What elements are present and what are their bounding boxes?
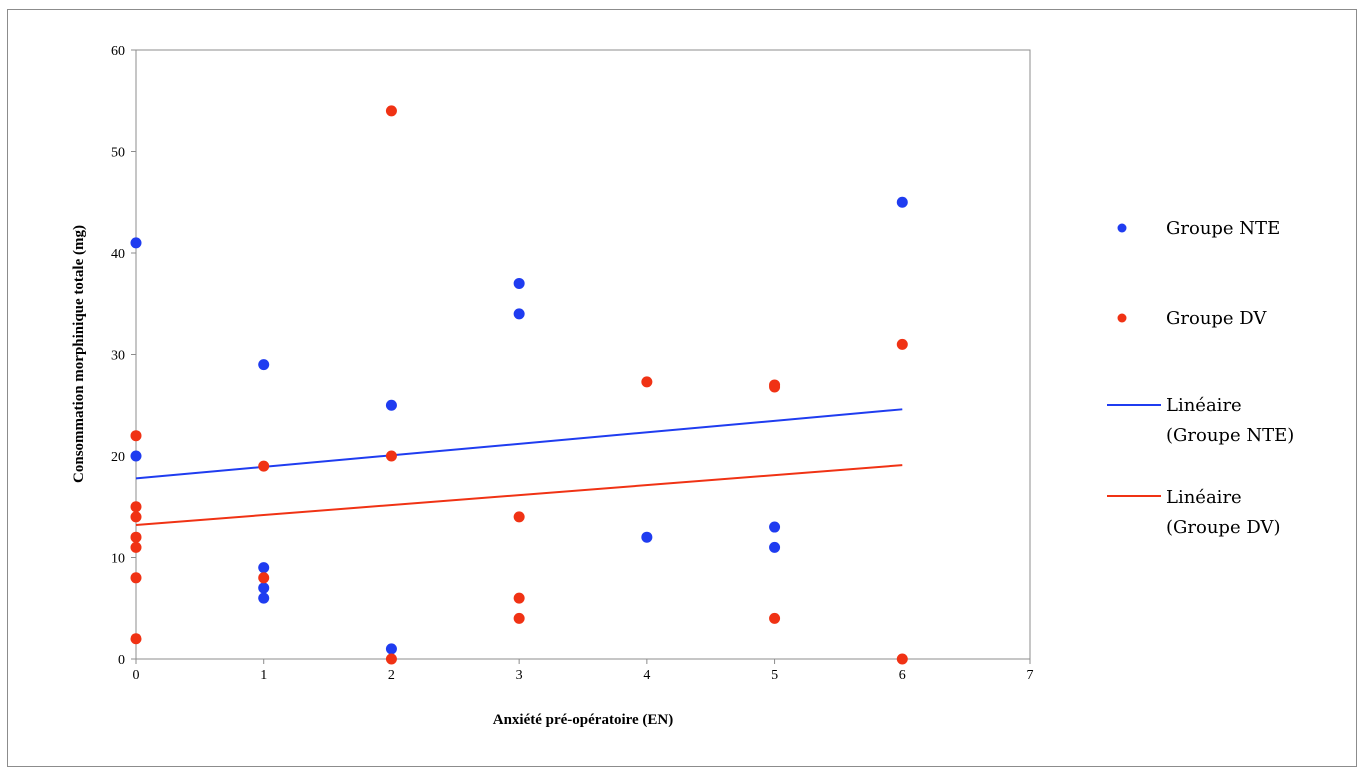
data-point [769,612,781,624]
legend-marker-groupe-dv [1117,313,1127,323]
data-point [513,592,525,604]
legend-label-groupe-dv: Groupe DV [1166,308,1267,329]
data-point [896,338,908,350]
trend-line [135,408,903,480]
data-point [130,501,142,513]
y-tick-label: 0 [118,653,125,668]
legend-label-groupe-nte: Groupe NTE [1166,218,1280,239]
data-point [896,196,908,208]
data-point [385,643,397,655]
x-tick-label: 1 [260,668,267,683]
data-point [769,541,781,553]
data-point [258,359,270,371]
data-point [385,653,397,665]
data-point [130,237,142,249]
data-point [769,521,781,533]
plot-area [135,49,1031,660]
x-tick-label: 0 [133,668,140,683]
y-tick-label: 30 [111,349,125,364]
x-tick-label: 6 [899,668,906,683]
x-tick-label: 7 [1027,668,1034,683]
y-axis-title: Consommation morphinique totale (mg) [71,225,87,483]
y-tick-label: 10 [111,552,125,567]
data-point [769,381,781,393]
x-tick-label: 4 [643,668,650,683]
data-point [130,633,142,645]
data-point [513,612,525,624]
data-point [896,653,908,665]
data-marks [130,105,908,665]
data-point [130,511,142,523]
legend: Groupe NTE Groupe DV Linéaire (Groupe NT… [1107,218,1294,538]
trend-line [135,464,903,527]
chart-frame [7,9,1357,767]
plot-border [135,49,1031,660]
y-tick-label: 60 [111,44,125,59]
data-point [130,572,142,584]
data-point [258,460,270,472]
data-point [513,308,525,320]
data-point [513,511,525,523]
data-point [513,277,525,289]
data-point [130,541,142,553]
data-point [130,450,142,462]
legend-label-lineaire-dv-line1: Linéaire [1166,487,1242,508]
y-tick-label: 50 [111,146,125,161]
legend-label-lineaire-nte-line1: Linéaire [1166,395,1242,416]
x-tick-label: 5 [771,668,778,683]
y-tick-label: 40 [111,247,125,262]
data-point [641,531,653,543]
legend-marker-groupe-nte [1117,223,1127,233]
x-tick-label: 2 [388,668,395,683]
data-point [385,450,397,462]
data-point [258,562,270,574]
data-point [385,399,397,411]
axis-ticks: 0 1 2 3 4 5 6 7 0 10 20 30 40 50 60 [111,44,1034,683]
x-axis-title: Anxiété pré-opératoire (EN) [493,712,674,728]
data-point [130,531,142,543]
x-tick-label: 3 [516,668,523,683]
data-point [258,582,270,594]
data-point [641,376,653,388]
legend-label-lineaire-nte-line2: (Groupe NTE) [1166,425,1294,446]
y-tick-label: 20 [111,450,125,465]
legend-label-lineaire-dv-line2: (Groupe DV) [1166,517,1280,538]
data-point [258,572,270,584]
data-point [130,430,142,442]
data-point [385,105,397,117]
data-point [258,592,270,604]
